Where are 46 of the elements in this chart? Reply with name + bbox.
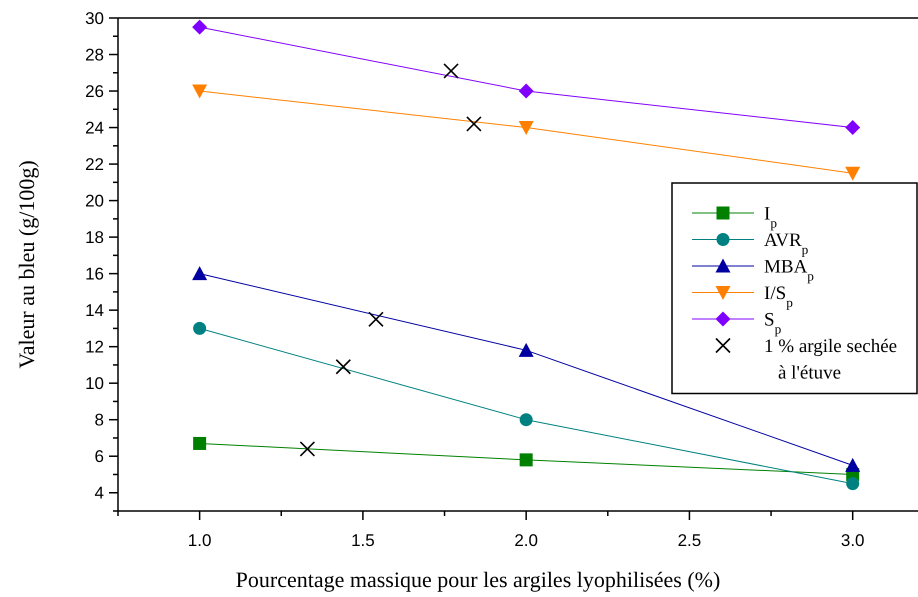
x-tick-label: 1.5 <box>351 531 375 550</box>
y-tick-label: 4 <box>94 484 104 503</box>
x-axis-title: Pourcentage massique pour les argiles lyophilisées (%) <box>236 567 720 592</box>
x-tick-label: 3.0 <box>840 531 865 550</box>
y-tick-label: 18 <box>85 228 104 248</box>
y-tick-label: 22 <box>85 155 104 174</box>
y-tick-label: 16 <box>85 264 104 284</box>
point <box>518 84 534 99</box>
point <box>192 20 208 35</box>
y-tick-label: 24 <box>85 118 104 138</box>
legend-label: I/S$_{p}$ <box>764 283 794 310</box>
legend-label: AVR$_{p}$ <box>764 230 809 257</box>
point <box>443 63 459 79</box>
point <box>466 116 482 132</box>
point <box>336 358 352 375</box>
point <box>846 477 860 490</box>
point <box>520 413 533 426</box>
y-tick-label: 8 <box>94 410 104 430</box>
legend-label: I$_{p}$ <box>764 204 778 230</box>
y-tick-label: 30 <box>85 8 104 28</box>
point <box>193 436 206 450</box>
y-tick-label: 12 <box>85 338 104 357</box>
legend-label: MBA$_{p}$ <box>764 256 814 284</box>
point <box>300 441 316 457</box>
y-axis-title: Valeur au bleu (g/100g) <box>14 160 39 369</box>
legend-label: S$_{p}$ <box>764 310 782 336</box>
point <box>192 84 208 99</box>
point <box>518 342 534 357</box>
y-tick-label: 14 <box>85 301 104 320</box>
y-tick-label: 10 <box>85 374 104 394</box>
point <box>845 120 860 136</box>
y-tick-label: 6 <box>94 447 104 466</box>
legend-label: 1 % argile sechée à l'étuve <box>764 336 898 384</box>
point <box>845 166 860 181</box>
point <box>192 266 208 280</box>
point <box>368 311 384 328</box>
y-tick-label: 20 <box>85 192 104 211</box>
y-tick-label: 26 <box>85 82 104 101</box>
point <box>518 121 534 136</box>
y-tick-label: 28 <box>85 45 104 64</box>
point <box>520 453 533 466</box>
x-tick-label: 2.0 <box>514 531 538 550</box>
x-tick-label: 1.0 <box>188 531 212 550</box>
point <box>193 322 206 335</box>
point <box>845 458 860 472</box>
x-tick-label: 2.5 <box>678 531 702 550</box>
